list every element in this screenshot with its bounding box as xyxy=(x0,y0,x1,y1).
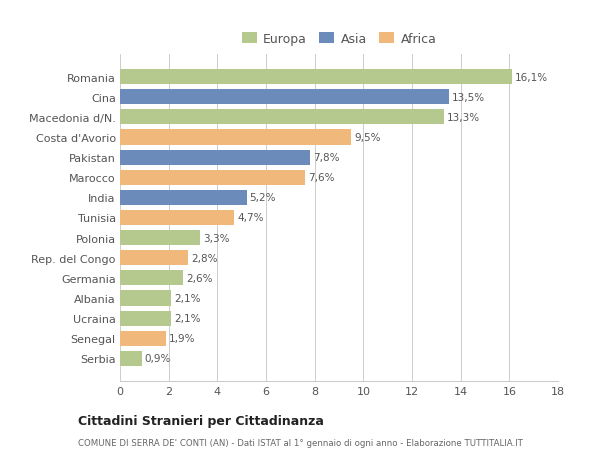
Text: 2,6%: 2,6% xyxy=(186,273,212,283)
Text: 13,5%: 13,5% xyxy=(451,93,485,102)
Bar xyxy=(120,70,512,85)
Bar xyxy=(120,130,351,145)
Text: 2,1%: 2,1% xyxy=(174,313,200,324)
Text: 16,1%: 16,1% xyxy=(515,73,548,83)
Bar xyxy=(120,170,305,185)
Bar xyxy=(120,311,171,326)
Bar xyxy=(120,110,443,125)
Text: 1,9%: 1,9% xyxy=(169,334,196,343)
Bar xyxy=(120,90,449,105)
Bar xyxy=(120,291,171,306)
Text: 4,7%: 4,7% xyxy=(237,213,264,223)
Bar xyxy=(120,211,235,225)
Text: Cittadini Stranieri per Cittadinanza: Cittadini Stranieri per Cittadinanza xyxy=(78,414,324,428)
Text: 9,5%: 9,5% xyxy=(354,133,380,143)
Text: 2,8%: 2,8% xyxy=(191,253,218,263)
Bar xyxy=(120,150,310,165)
Text: 5,2%: 5,2% xyxy=(250,193,276,203)
Text: 13,3%: 13,3% xyxy=(446,112,479,123)
Text: 3,3%: 3,3% xyxy=(203,233,230,243)
Bar xyxy=(120,190,247,206)
Bar xyxy=(120,331,166,346)
Bar xyxy=(120,271,183,286)
Bar xyxy=(120,230,200,246)
Legend: Europa, Asia, Africa: Europa, Asia, Africa xyxy=(238,29,440,49)
Text: 7,8%: 7,8% xyxy=(313,153,339,163)
Bar xyxy=(120,251,188,266)
Text: 7,6%: 7,6% xyxy=(308,173,334,183)
Text: COMUNE DI SERRA DE' CONTI (AN) - Dati ISTAT al 1° gennaio di ogni anno - Elabora: COMUNE DI SERRA DE' CONTI (AN) - Dati IS… xyxy=(78,438,523,447)
Bar xyxy=(120,351,142,366)
Text: 0,9%: 0,9% xyxy=(145,353,171,364)
Text: 2,1%: 2,1% xyxy=(174,293,200,303)
